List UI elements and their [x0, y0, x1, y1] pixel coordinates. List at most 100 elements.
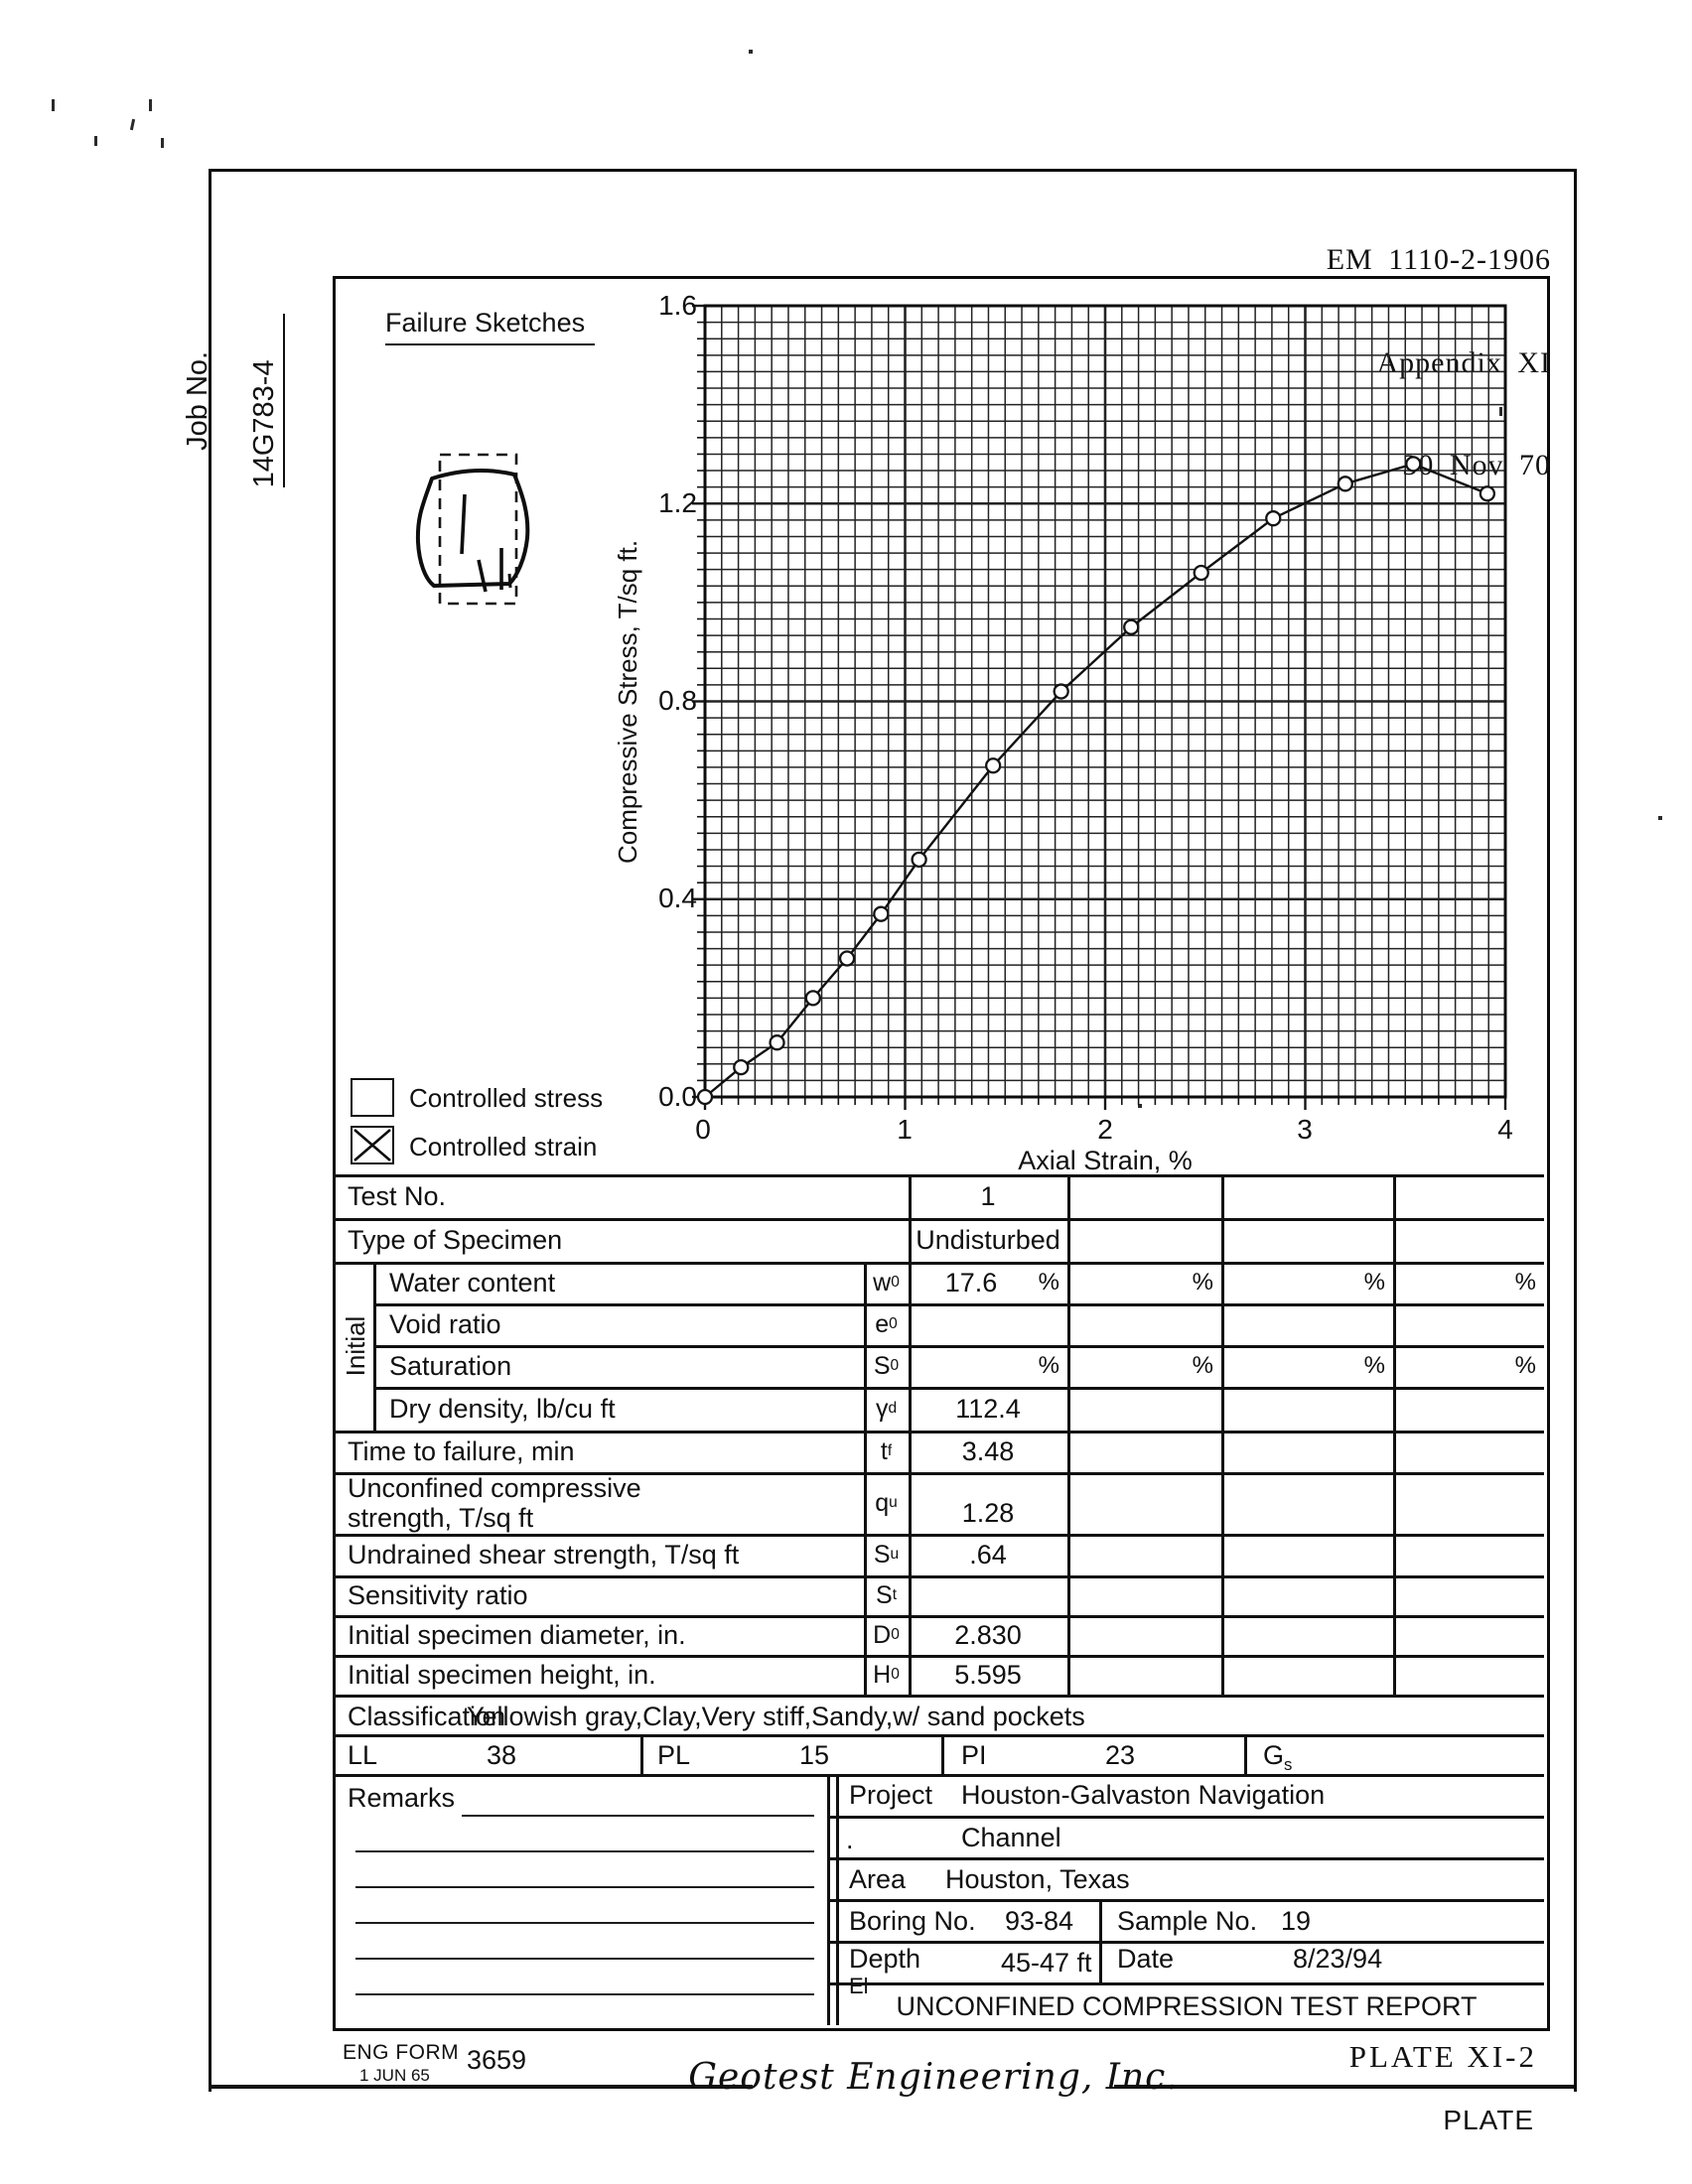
- cell-value: 17.6: [944, 1267, 998, 1297]
- scan-noise: [149, 99, 152, 111]
- row-label: Undrained shear strength, T/sq ft: [348, 1539, 740, 1570]
- table-line: [1099, 1899, 1102, 1982]
- x-mark-icon: [353, 1129, 391, 1161]
- scan-noise: [52, 99, 55, 111]
- table-line: [829, 1816, 1544, 1819]
- scan-noise: [749, 50, 753, 54]
- remarks-line: [355, 1850, 814, 1852]
- sample-label: Sample No.: [1117, 1906, 1258, 1936]
- project-dot: .: [846, 1825, 854, 1854]
- table-line: [333, 1655, 1544, 1658]
- cell-unit: %: [1514, 1269, 1536, 1296]
- table-line: [333, 1575, 1544, 1578]
- project-value-line2: Channel: [961, 1823, 1061, 1852]
- table-line: [333, 1534, 1544, 1537]
- ll-value: 38: [486, 1740, 517, 1770]
- header-em-number: EM 1110-2-1906: [1326, 243, 1551, 276]
- row-label: Void ratio: [389, 1308, 501, 1339]
- area-label: Area: [849, 1864, 907, 1894]
- x-tick-label: 0: [695, 1114, 711, 1145]
- boring-value: 93-84: [1005, 1906, 1074, 1936]
- cell-unit: %: [1192, 1352, 1213, 1379]
- data-point-marker: [733, 1058, 750, 1076]
- cell-unit: %: [1363, 1269, 1385, 1296]
- data-point-marker: [1405, 456, 1422, 473]
- depth-value: 45-47 ft: [1001, 1948, 1092, 1978]
- cell-value: 1: [980, 1180, 996, 1211]
- scan-noise: [161, 138, 164, 148]
- document-border-bottom-right: [1114, 2085, 1574, 2089]
- failure-sketch-drawing: [415, 453, 530, 606]
- crack-line: [477, 559, 488, 593]
- controlled-stress-checkbox: [351, 1078, 394, 1117]
- remarks-line: [462, 1815, 814, 1817]
- cell-value: 1.28: [961, 1497, 1015, 1528]
- table-line: [373, 1387, 1544, 1390]
- cell-value: 5.595: [954, 1659, 1022, 1690]
- data-point-marker: [696, 1088, 714, 1106]
- stress-strain-chart: [692, 304, 1507, 1110]
- area-value: Houston, Texas: [945, 1864, 1130, 1894]
- specimen-original-outline: [438, 453, 518, 606]
- table-line: [333, 1695, 1544, 1698]
- table-line: [829, 1899, 1544, 1902]
- company-name: Geotest Engineering, Inc.: [688, 2057, 1179, 2098]
- table-line: [373, 1345, 1544, 1348]
- row-label: Time to failure, min: [348, 1435, 575, 1466]
- row-label: Initial specimen height, in.: [348, 1659, 656, 1690]
- data-point-marker: [1123, 618, 1140, 635]
- row-label: Type of Specimen: [348, 1224, 563, 1255]
- y-tick-label: 1.2: [658, 487, 697, 518]
- data-point-marker: [985, 757, 1002, 774]
- cell-unit: %: [1363, 1352, 1385, 1379]
- row-label: Test No.: [348, 1180, 447, 1211]
- table-line: [373, 1262, 376, 1431]
- table-line: [333, 1431, 1544, 1433]
- project-label: Project: [849, 1780, 933, 1810]
- cell-value: Undisturbed: [916, 1224, 1060, 1255]
- row-label: Sensitivity ratio: [348, 1579, 528, 1610]
- crack-line: [507, 573, 512, 589]
- table-line: [640, 1734, 643, 1774]
- row-label: Water content: [389, 1267, 556, 1297]
- form-date: 1 JUN 65: [359, 2066, 430, 2085]
- y-axis-title: Compressive Stress, T/sq ft.: [613, 539, 643, 864]
- scan-noise: [1658, 816, 1662, 820]
- ll-label: LL: [348, 1740, 378, 1770]
- table-line: [941, 1734, 944, 1774]
- sample-value: 19: [1281, 1906, 1312, 1936]
- initial-group-label: Initial: [341, 1315, 370, 1377]
- depth-label: Depth: [849, 1944, 921, 1974]
- table-line: [829, 1941, 1544, 1944]
- plate-number: PLATE XI-2: [1348, 2039, 1537, 2074]
- cell-value: 2.830: [954, 1619, 1022, 1650]
- specimen-deformed-outline: [415, 469, 530, 588]
- date-value: 8/23/94: [1293, 1944, 1383, 1974]
- data-point-marker: [769, 1034, 785, 1051]
- row-label: Dry density, lb/cu ft: [389, 1393, 616, 1424]
- cell-value: 112.4: [955, 1393, 1021, 1424]
- table-line: [333, 1734, 1544, 1737]
- document-border: [209, 169, 1577, 2092]
- data-point-marker: [804, 990, 821, 1007]
- cell-unit: %: [1514, 1352, 1536, 1379]
- scan-noise: [1138, 1104, 1142, 1108]
- table-line: [827, 1774, 830, 2025]
- table-line: [333, 1615, 1544, 1618]
- crack-line: [460, 493, 467, 555]
- table-line: [829, 1857, 1544, 1860]
- x-tick-label: 1: [897, 1114, 913, 1145]
- remarks-line: [355, 1886, 814, 1888]
- pi-value: 23: [1104, 1740, 1136, 1770]
- scan-noise: [1499, 407, 1502, 416]
- pi-label: PI: [961, 1740, 987, 1770]
